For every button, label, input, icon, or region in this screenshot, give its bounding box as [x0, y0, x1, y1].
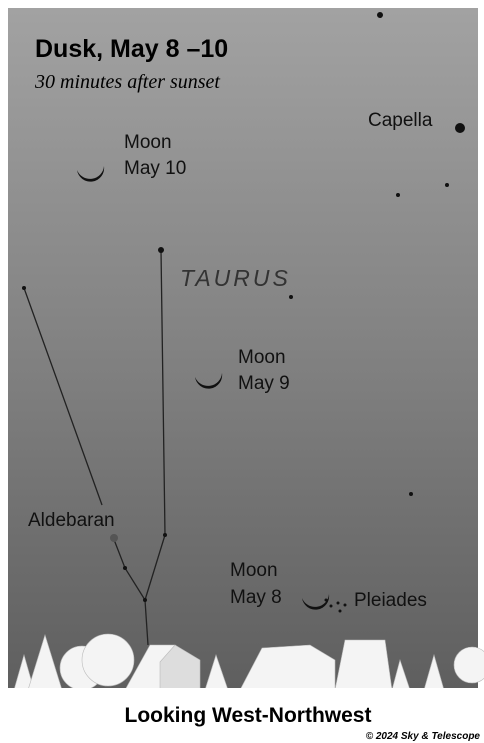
- moon-label: Moon: [230, 560, 278, 581]
- credit: © 2024 Sky & Telescope: [366, 731, 481, 742]
- moon-date: May 10: [124, 158, 186, 179]
- constellation-label: TAURUS: [180, 265, 291, 291]
- subtitle: 30 minutes after sunset: [34, 71, 220, 93]
- moon-date: May 9: [238, 373, 290, 394]
- moon-label: Moon: [238, 347, 286, 368]
- moon-date: May 8: [230, 587, 282, 608]
- direction: Looking West-Northwest: [125, 704, 372, 727]
- star-label: Capella: [368, 110, 433, 131]
- star-label: Aldebaran: [28, 510, 115, 531]
- sky-chart: Dusk, May 8 –10 30 minutes after sunset …: [0, 0, 484, 743]
- title: Dusk, May 8 –10: [35, 35, 228, 63]
- moon-label: Moon: [124, 132, 172, 153]
- cluster-label: Pleiades: [354, 590, 427, 611]
